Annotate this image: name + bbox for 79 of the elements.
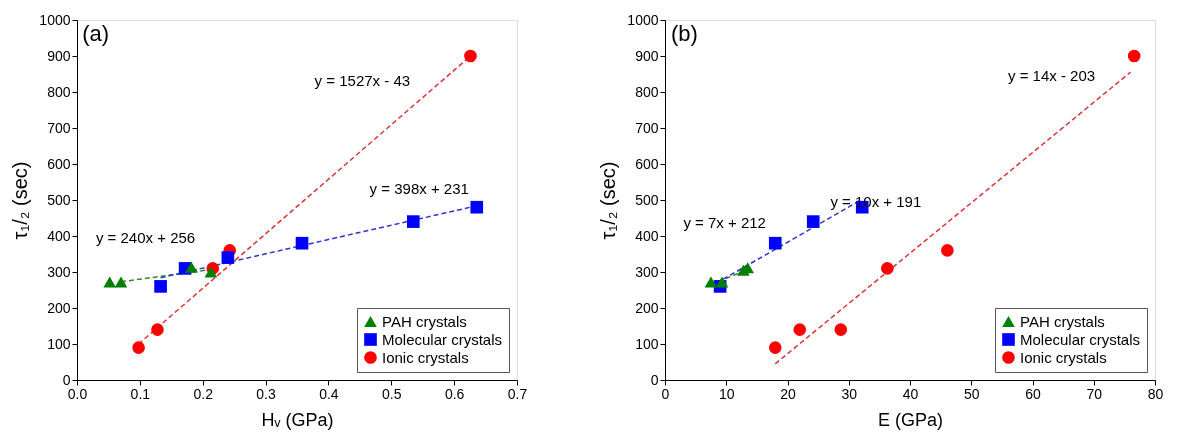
point [154,280,167,293]
y-tick-label: 600 [635,155,659,172]
legend-label: PAH crystals [1020,312,1105,330]
x-tick-label: 70 [1086,385,1103,402]
point [1127,49,1141,63]
annotation: y = 14x - 203 [1008,66,1096,84]
x-tick-label: 0.3 [256,385,277,402]
point [806,215,820,228]
x-axis-title: E (GPa) [877,409,944,430]
y-tick-label: 800 [47,83,71,100]
point [295,236,309,250]
x-tick-label: 0 [661,385,670,402]
legend-label: Ionic crystals [1020,348,1107,366]
y-tick-label: 400 [635,227,659,244]
point [881,262,894,275]
y-tick-label: 600 [47,155,71,172]
y-tick-label: 800 [635,83,659,100]
y-tick-label: 200 [47,299,71,316]
y-axis-title: τ₁/₂ (sec) [597,161,620,240]
legend-label: PAH crystals [382,312,467,330]
point [406,215,420,228]
legend-label: Molecular crystals [382,330,503,348]
annotation: (b) [670,20,698,46]
legend-label: Molecular crystals [1020,330,1141,348]
annotation: y = 1527x - 43 [314,72,411,89]
y-tick-label: 200 [635,299,659,316]
point [464,49,477,63]
x-tick-label: 0.4 [319,385,339,402]
x-tick-label: 0.0 [67,385,88,402]
x-tick-label: 0.6 [444,385,465,402]
point [704,276,718,288]
point [470,200,484,214]
y-tick-label: 300 [635,263,659,280]
y-tick-label: 100 [635,335,659,352]
x-tick-label: 50 [963,385,980,402]
y-tick-label: 700 [635,119,659,136]
point [114,276,128,288]
y-tick-label: 1000 [39,11,71,28]
annotation: y = 7x + 212 [683,214,766,232]
legend-label: Ionic crystals [382,348,469,366]
point [793,323,807,336]
point [204,266,218,278]
annotation: (a) [82,20,110,46]
x-tick-label: 10 [718,385,735,402]
point [132,341,145,354]
y-tick-label: 500 [635,191,659,208]
x-tick-label: 60 [1025,385,1041,402]
x-tick-label: 0.5 [382,385,402,402]
x-tick-label: 30 [841,385,858,402]
y-tick-label: 900 [635,47,659,64]
annotation: y = 398x + 231 [369,180,469,197]
y-tick-label: 0 [62,371,71,388]
x-tick-label: 20 [780,385,796,402]
y-tick-label: 900 [47,47,71,64]
point [221,251,235,264]
annotation: y = 10x + 191 [830,192,922,210]
point [151,323,164,336]
point [768,236,782,250]
x-tick-label: 40 [902,385,919,402]
point [768,341,782,354]
y-tick-label: 500 [47,191,71,208]
y-tick-label: 100 [47,335,71,352]
x-tick-label: 0.7 [507,385,528,402]
y-tick-label: 300 [47,263,71,280]
point [715,276,729,288]
point [941,244,954,257]
point [834,323,848,336]
y-axis-title: τ₁/₂ (sec) [9,161,32,240]
point [103,276,117,288]
annotation: y = 240x + 256 [95,228,196,246]
x-tick-label: 0.1 [130,385,151,402]
y-tick-label: 700 [47,119,71,136]
x-axis-title: Hᵥ (GPa) [261,409,334,430]
y-tick-label: 400 [47,227,71,244]
x-tick-label: 80 [1147,385,1164,402]
y-tick-label: 1000 [627,11,659,28]
x-tick-label: 0.2 [193,385,214,402]
y-tick-label: 0 [650,371,659,388]
point [185,261,198,273]
